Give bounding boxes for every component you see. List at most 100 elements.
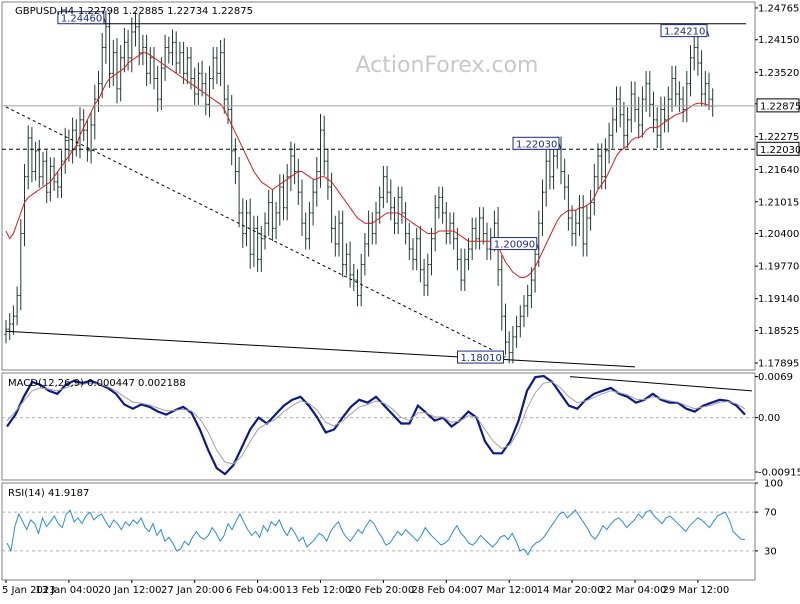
ohlc-bar bbox=[429, 227, 434, 276]
ohlc-bar bbox=[141, 34, 145, 66]
ohlc-bar bbox=[374, 202, 378, 245]
ohlc-bar bbox=[522, 295, 526, 328]
ohlc-bar bbox=[241, 198, 245, 249]
ohlc-bar bbox=[100, 33, 104, 99]
rsi-indicator-label: RSI(14) 41.9187 bbox=[8, 488, 89, 499]
ohlc-bar bbox=[215, 46, 219, 85]
ohlc-bar bbox=[500, 255, 504, 331]
ohlc-bar bbox=[63, 127, 67, 174]
ohlc-bar bbox=[11, 305, 15, 335]
ohlc-bar bbox=[274, 202, 278, 240]
ohlc-bar bbox=[707, 72, 711, 111]
ohlc-bar bbox=[585, 205, 589, 257]
ohlc-bar bbox=[507, 331, 511, 364]
time-tick-label: 13 Feb 12:00 bbox=[286, 585, 352, 596]
ohlc-bar bbox=[574, 210, 578, 247]
ohlc-bar bbox=[674, 65, 678, 107]
ohlc-bar bbox=[237, 157, 241, 228]
ohlc-bar bbox=[267, 189, 271, 236]
macd-pane: 0.0069 0.00 -0.009154 bbox=[1, 372, 800, 481]
ohlc-bar bbox=[529, 267, 533, 309]
trendline-1 bbox=[5, 330, 636, 368]
ohlc-bar bbox=[515, 315, 519, 348]
ohlc-bar bbox=[559, 136, 563, 185]
ohlc-bar bbox=[437, 186, 441, 219]
ohlc-bar bbox=[607, 122, 611, 164]
ohlc-bar bbox=[411, 238, 415, 271]
price-tick-label: 1.22275 bbox=[758, 132, 799, 143]
ohlc-bar bbox=[41, 152, 45, 186]
ohlc-bar bbox=[659, 96, 663, 149]
rsi-line bbox=[6, 509, 746, 556]
ohlc-bar bbox=[692, 34, 696, 71]
price-annotation-label: 1.18010 bbox=[461, 353, 502, 364]
ohlc-bar bbox=[552, 143, 556, 190]
support-level-tag: 1.22030 bbox=[756, 141, 800, 156]
price-tick-label: 1.21015 bbox=[758, 197, 799, 208]
ohlc-bar bbox=[381, 165, 385, 209]
macd-trendline bbox=[569, 376, 753, 392]
time-tick-label: 5 Jan 2023 bbox=[2, 585, 56, 596]
ohlc-bar bbox=[600, 143, 604, 190]
ohlc-bar bbox=[651, 91, 656, 133]
current-price-tag: 1.22875 bbox=[756, 98, 800, 113]
ohlc-bar bbox=[59, 150, 64, 198]
ohlc-bar bbox=[570, 205, 574, 247]
macd-indicator-label: MACD(12,26,9) 0.000447 0.002188 bbox=[8, 378, 186, 389]
macd-tick-label: 0.0069 bbox=[758, 372, 793, 383]
price-tick-label: 1.19140 bbox=[758, 294, 799, 305]
price-annotation: 1.24460 bbox=[57, 11, 107, 25]
ohlc-readout: 1.22798 1.22885 1.22734 1.22875 bbox=[78, 6, 253, 17]
watermark-layer: ActionForex.com bbox=[356, 53, 539, 78]
ohlc-bar bbox=[37, 140, 41, 188]
price-tick-label: 1.20400 bbox=[758, 229, 799, 240]
ohlc-bar bbox=[85, 119, 89, 162]
rsi-tick-label: 30 bbox=[764, 546, 777, 557]
ohlc-bar bbox=[222, 38, 226, 114]
price-tick-label: 1.18525 bbox=[758, 326, 799, 337]
ohlc-bar bbox=[207, 65, 212, 117]
ohlc-bar bbox=[385, 165, 389, 204]
ohlc-bar bbox=[459, 248, 463, 291]
ohlc-bar bbox=[663, 96, 667, 133]
time-tick-label: 28 Feb 04:00 bbox=[411, 585, 477, 596]
ohlc-bar bbox=[19, 219, 23, 311]
ohlc-bar bbox=[618, 86, 622, 128]
price-annotation-label: 1.24210 bbox=[664, 27, 705, 38]
macd-tick-label: -0.009154 bbox=[758, 467, 800, 478]
ohlc-bar bbox=[404, 202, 408, 245]
ohlc-bar bbox=[622, 102, 626, 149]
ohlc-bar bbox=[30, 127, 34, 183]
price-tick-label: 1.24150 bbox=[758, 35, 799, 46]
ohlc-bar bbox=[263, 212, 267, 250]
ohlc-bar bbox=[182, 41, 186, 85]
ohlc-bar bbox=[159, 57, 163, 111]
ohlc-bar bbox=[156, 65, 160, 112]
support-level-label: 1.22030 bbox=[760, 145, 800, 156]
ohlc-bar bbox=[233, 138, 237, 185]
ohlc-bar bbox=[137, 14, 141, 66]
ohlc-bar bbox=[170, 29, 175, 66]
price-pane: 1.247651.241501.235201.229101.222751.216… bbox=[1, 1, 800, 371]
symbol-timeframe: GBPUSD,H4 bbox=[15, 6, 74, 17]
ohlc-bar bbox=[318, 113, 323, 188]
rsi-pane-frame bbox=[1, 482, 756, 581]
ohlc-bar bbox=[537, 210, 541, 267]
ohlc-bar bbox=[415, 227, 419, 271]
ohlc-bar bbox=[348, 241, 352, 288]
time-tick-label: 27 Jan 20:00 bbox=[161, 585, 224, 596]
ohlc-bar bbox=[592, 164, 596, 216]
ohlc-bar bbox=[670, 65, 674, 112]
ohlc-bar bbox=[700, 50, 704, 107]
ohlc-bar bbox=[407, 222, 411, 260]
price-annotation: 1.20090 bbox=[490, 237, 540, 251]
price-annotation: 1.22030 bbox=[512, 136, 562, 150]
ohlc-bar bbox=[78, 107, 82, 159]
price-tick-label: 1.17895 bbox=[758, 359, 799, 370]
ohlc-bar bbox=[511, 326, 515, 364]
ohlc-bar bbox=[344, 243, 348, 276]
price-annotation-label: 1.22030 bbox=[516, 139, 557, 150]
ohlc-bar bbox=[589, 189, 593, 231]
